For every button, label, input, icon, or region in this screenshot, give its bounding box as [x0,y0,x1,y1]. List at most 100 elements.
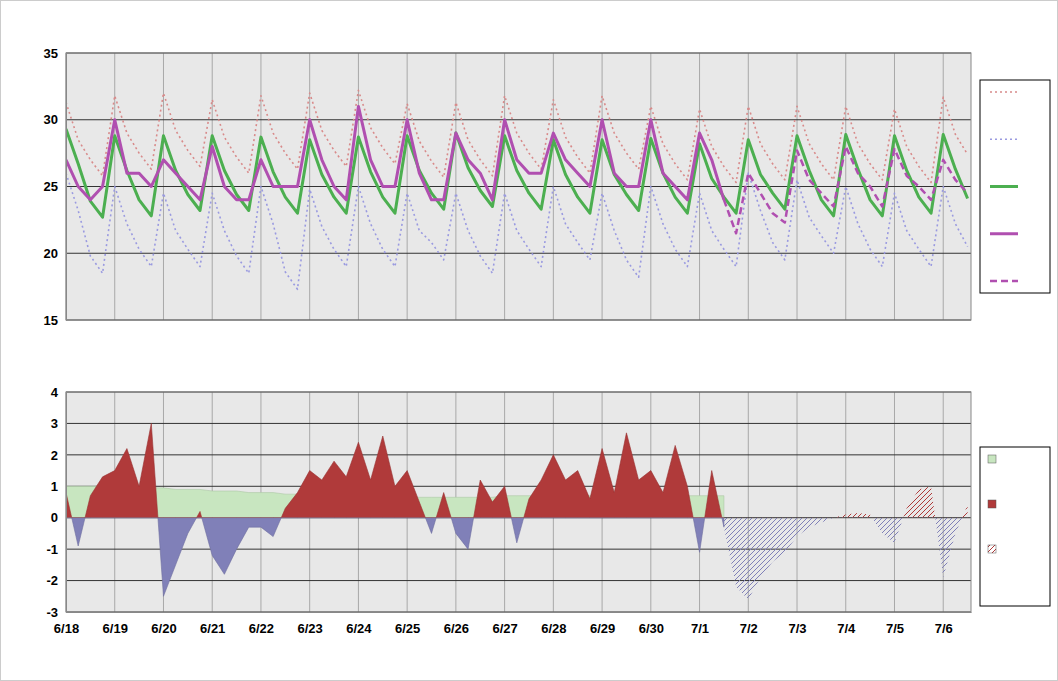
y-tick-label: 4 [51,385,59,400]
y-tick-label: 1 [51,479,58,494]
grid-line-y [66,423,971,424]
grid-line-y [66,580,971,581]
x-tick: 7/6 [935,612,953,636]
x-tick: 7/1 [691,612,709,636]
x-tick-label: 6/20 [151,621,176,636]
grid-line-x [797,392,798,612]
x-tick: 6/24 [346,612,372,636]
y-tick: 1 [51,479,66,494]
chart-panel: -3-2-1012346/186/196/206/216/226/236/246… [46,385,1050,637]
y-tick: 0 [51,510,66,525]
plot-frame [66,53,971,320]
y-tick-label: 15 [44,313,58,328]
x-tick: 6/18 [54,612,79,636]
x-tick: 6/22 [249,612,274,636]
plot-area [66,423,968,599]
legend [980,447,1050,606]
series-area-positive [66,423,724,517]
x-tick-label: 6/22 [249,621,274,636]
y-tick: 2 [51,448,66,463]
plot-background [66,392,971,612]
legend-swatch [990,138,1018,140]
y-tick: 30 [44,112,66,127]
grid [66,392,971,612]
grid-line-y [66,454,971,455]
x-tick-label: 7/6 [935,621,953,636]
y-tick: 20 [44,246,66,261]
series-area-positive [724,486,968,517]
x-tick: 6/28 [541,612,566,636]
y-axis-line [66,54,67,321]
x-tick-label: 7/2 [740,621,758,636]
x-tick: 6/25 [395,612,420,636]
page-background [1,1,1058,681]
x-tick-label: 7/3 [788,621,806,636]
x-tick: 6/21 [200,612,225,636]
x-tick: 6/29 [590,612,615,636]
y-tick-label: -3 [46,605,58,620]
y-tick: -1 [46,542,66,557]
x-tick-label: 6/30 [639,621,664,636]
y-tick: 25 [44,179,66,194]
grid-line-x [894,392,895,612]
x-tick-label: 6/27 [492,621,517,636]
x-tick-label: 6/19 [103,621,128,636]
grid [66,53,971,320]
plot-area [66,90,968,289]
y-tick-label: 2 [51,448,58,463]
grid-line-y [66,549,971,550]
x-tick: 6/20 [151,612,176,636]
plot-background [66,53,971,320]
grid-line-y [66,486,971,487]
grid-line-x [943,392,944,612]
legend-swatch [990,232,1018,235]
x-axis: 6/18 6/19 6/20 6/21 6/22 6/23 6/24 6/25 6/26 6/27… [54,612,972,636]
grid-line-y [66,119,971,120]
y-tick-label: -2 [46,573,58,588]
x-tick-label: 6/18 [54,621,79,636]
y-axis-line [66,393,67,613]
x-tick: 6/26 [444,612,469,636]
x-tick: 7/2 [740,612,758,636]
y-tick-label: 20 [44,246,58,261]
x-tick: 7/5 [886,612,904,636]
x-tick-label: 7/5 [886,621,904,636]
plot-frame [66,392,971,612]
grid-line-y [66,253,971,254]
x-tick-label: 6/26 [444,621,469,636]
y-tick-label: 3 [51,416,58,431]
y-tick: -2 [46,573,66,588]
x-tick-label: 6/25 [395,621,420,636]
legend-swatch [988,455,996,463]
legend-box [980,80,1050,293]
x-tick: 6/30 [639,612,664,636]
x-tick: 7/3 [788,612,806,636]
x-tick-label: 7/1 [691,621,709,636]
x-tick-label: 7/4 [837,621,856,636]
legend-swatch [990,185,1018,188]
y-tick: 35 [44,46,66,61]
y-axis: -3 -2 -1 0 1 2 3 4 [46,385,66,620]
y-tick: 15 [44,313,66,328]
x-axis-line [67,612,972,613]
series-line [66,106,724,199]
x-tick-label: 6/29 [590,621,615,636]
y-tick-label: 0 [51,510,58,525]
x-tick-label: 6/24 [346,621,372,636]
x-tick: 7/4 [837,612,856,636]
chart-page: 15 20 25 30 35 -3 -2 -1 0 1 2 3 4 6/18 6/19 6/20 6/21 6/2… [0,0,1058,681]
chart-panel: 15 20 25 30 35 [44,46,1050,328]
grid-line-x [845,392,846,612]
x-tick-label: 6/28 [541,621,566,636]
x-tick: 6/19 [103,612,128,636]
legend-box [980,447,1050,606]
y-tick: 3 [51,416,66,431]
y-tick-label: 25 [44,179,58,194]
legend-swatch [990,280,1018,283]
y-axis: 15 20 25 30 35 [44,46,67,328]
x-tick-label: 6/23 [298,621,323,636]
series-area-negative [724,518,968,600]
x-tick: 6/23 [298,612,323,636]
legend-swatch [990,91,1018,93]
y-tick-label: 35 [44,46,58,61]
